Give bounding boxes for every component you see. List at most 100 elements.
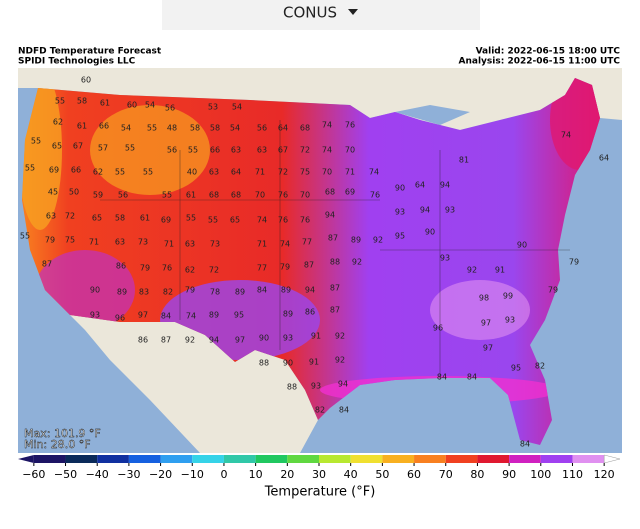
- temperature-label: 87: [42, 260, 52, 269]
- temperature-label: 94: [338, 380, 348, 389]
- temperature-label: 63: [257, 146, 267, 155]
- colorbar-tick-label: 20: [280, 468, 294, 481]
- temperature-label: 89: [281, 286, 291, 295]
- temperature-label: 87: [161, 336, 171, 345]
- temperature-label: 74: [257, 216, 267, 225]
- temperature-label: 73: [210, 240, 220, 249]
- temperature-label: 55: [25, 164, 35, 173]
- colorbar-tick-label: 120: [594, 468, 615, 481]
- temperature-label: 73: [138, 238, 148, 247]
- temperature-label: 95: [234, 311, 244, 320]
- temperature-label: 58: [190, 124, 200, 133]
- temperature-label: 93: [505, 316, 515, 325]
- colorbar-segment: [33, 455, 66, 463]
- temperature-label: 93: [395, 208, 405, 217]
- temperature-label: 87: [330, 284, 340, 293]
- temperature-label: 93: [440, 254, 450, 263]
- temperature-label: 86: [138, 336, 148, 345]
- temperature-label: 74: [280, 240, 290, 249]
- temperature-label: 61: [140, 214, 150, 223]
- temperature-label: 71: [89, 238, 99, 247]
- temperature-label: 79: [569, 258, 579, 267]
- temperature-label: 76: [345, 121, 355, 130]
- temperature-label: 63: [185, 240, 195, 249]
- temperature-label: 69: [345, 188, 355, 197]
- temperature-label: 87: [330, 306, 340, 315]
- temperature-label: 70: [300, 191, 310, 200]
- temperature-label: 82: [163, 288, 173, 297]
- temperature-label: 89: [209, 311, 219, 320]
- temperature-label: 75: [65, 236, 75, 245]
- temperature-label: 90: [517, 241, 527, 250]
- colorbar-segment: [540, 455, 573, 463]
- temperature-label: 55: [55, 97, 65, 106]
- temperature-label: 89: [283, 310, 293, 319]
- colorbar-segment: [223, 455, 256, 463]
- temperature-label: 63: [46, 212, 56, 221]
- temperature-label: 62: [185, 266, 195, 275]
- colorbar-segment: [255, 455, 288, 463]
- temperature-label: 58: [115, 214, 125, 223]
- temperature-label: 87: [304, 261, 314, 270]
- temperature-label: 84: [161, 312, 171, 321]
- temperature-label: 76: [300, 216, 310, 225]
- temperature-label: 66: [210, 146, 220, 155]
- temperature-label: 79: [45, 236, 55, 245]
- temperature-label: 64: [415, 181, 425, 190]
- colorbar-segment: [160, 455, 193, 463]
- temperature-label: 45: [48, 188, 58, 197]
- temperature-label: 58: [77, 97, 87, 106]
- temperature-label: 97: [481, 319, 491, 328]
- temperature-label: 55: [115, 168, 125, 177]
- colorbar-tick-label: 100: [530, 468, 551, 481]
- colorbar: −60 −50 −40 −30 −20 −10 0 10 20 30 40 50 60 70 80 90 100…: [18, 454, 621, 481]
- temperature-label: 58: [210, 124, 220, 133]
- temperature-label: 93: [445, 206, 455, 215]
- temperature-label: 94: [305, 286, 315, 295]
- temperature-label: 71: [257, 240, 267, 249]
- temperature-label: 63: [231, 146, 241, 155]
- temperature-label: 82: [315, 406, 325, 415]
- temperature-label: 74: [369, 168, 379, 177]
- temperature-label: 55: [188, 146, 198, 155]
- temperature-label: 98: [479, 294, 489, 303]
- temperature-label: 72: [278, 168, 288, 177]
- region-select[interactable]: CONUS: [283, 4, 337, 22]
- temperature-label: 76: [278, 216, 288, 225]
- temperature-label: 68: [300, 124, 310, 133]
- colorbar-segment: [350, 455, 383, 463]
- temperature-label: 65: [92, 214, 102, 223]
- temperature-label: 74: [186, 312, 196, 321]
- temperature-label: 54: [121, 124, 131, 133]
- temperature-label: 66: [99, 122, 109, 131]
- temperature-label: 54: [145, 101, 155, 110]
- colorbar-segment: [509, 455, 541, 463]
- colorbar-segment: [128, 455, 161, 463]
- temperature-label: 91: [309, 358, 319, 367]
- temperature-label: 61: [186, 191, 196, 200]
- header-bar[interactable]: [162, 0, 480, 30]
- temperature-label: 70: [345, 146, 355, 155]
- colorbar-tick-label: −20: [149, 468, 172, 481]
- temperature-label: 79: [185, 286, 195, 295]
- colorbar-segment: [382, 455, 415, 463]
- mexico: [70, 315, 318, 453]
- dropdown-arrow[interactable]: [348, 9, 358, 15]
- temperature-label: 93: [283, 334, 293, 343]
- temperature-label: 97: [483, 344, 493, 353]
- temperature-label: 93: [311, 382, 321, 391]
- temperature-label: 55: [31, 137, 41, 146]
- colorbar-extend: [603, 454, 621, 464]
- colorbar-segment: [572, 455, 605, 463]
- temperature-label: 62: [93, 168, 103, 177]
- temperature-label: 96: [115, 314, 125, 323]
- temperature-label: 74: [322, 121, 332, 130]
- colorbar-tick-label: 60: [407, 468, 421, 481]
- temperature-label: 55: [147, 124, 157, 133]
- min-label: Min: 28.0 °F: [24, 438, 91, 451]
- temperature-label: 66: [71, 166, 81, 175]
- temperature-label: 65: [52, 142, 62, 151]
- temperature-label: 55: [125, 144, 135, 153]
- temperature-label: 90: [395, 184, 405, 193]
- colorbar-segment: [414, 455, 446, 463]
